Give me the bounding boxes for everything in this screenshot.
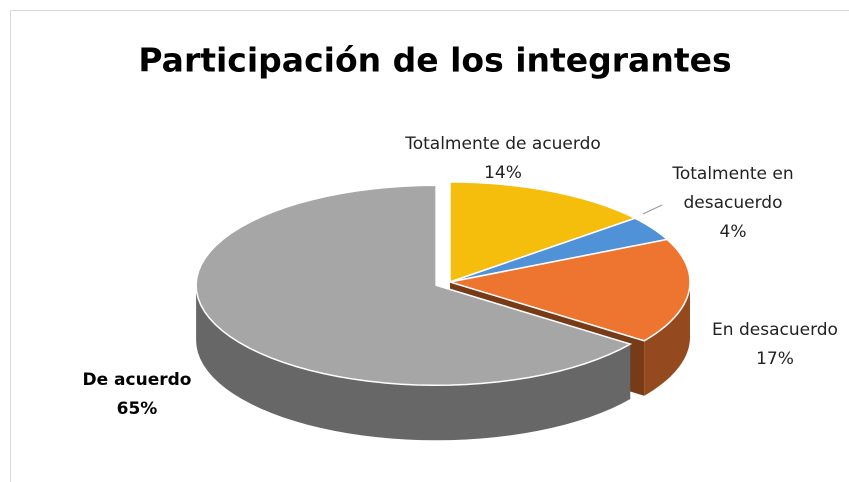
value-label: 65% [116,399,158,419]
slice [449,217,669,283]
data-label: Totalmente en desacuerdo 4% [658,160,808,247]
chart-frame [10,10,849,482]
pie [195,181,691,441]
slice [449,181,637,284]
chart-title: Participación de los integrantes [138,41,731,80]
data-label: Totalmente de acuerdo 14% [383,130,623,188]
slice [449,238,691,342]
data-label: En desacuerdo 17% [690,316,849,374]
slice-side [196,285,631,441]
value-label: 4% [719,222,747,242]
value-label: 14% [484,163,522,183]
data-label: De acuerdo 65% [47,366,227,424]
category-label: Totalmente en desacuerdo [672,164,794,213]
category-label: De acuerdo [82,370,192,390]
category-label: En desacuerdo [712,320,838,340]
value-label: 17% [756,349,794,369]
slice-side [644,282,690,396]
leader-line [642,204,663,215]
slice [195,184,633,387]
category-label: Totalmente de acuerdo [405,134,601,154]
